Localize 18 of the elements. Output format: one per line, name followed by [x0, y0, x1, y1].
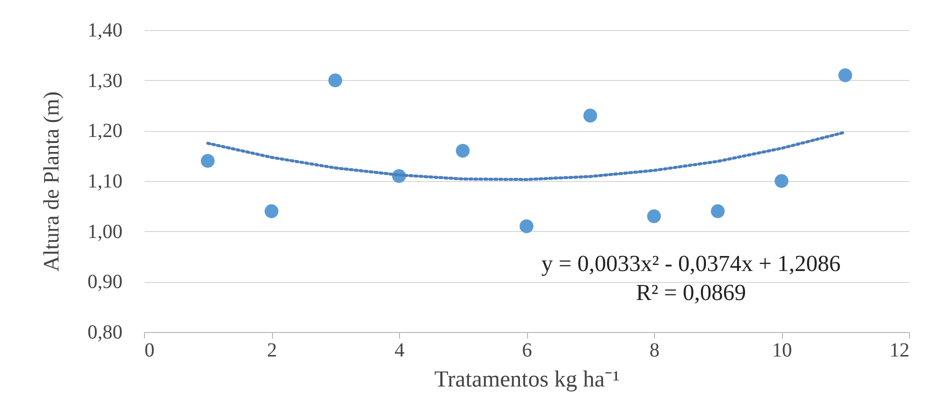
x-tick-label: 2 — [267, 340, 277, 362]
x-tick-label: 8 — [650, 340, 660, 362]
y-tick-label: 0,80 — [88, 322, 122, 344]
y-tick-label: 1,20 — [88, 120, 122, 142]
x-tick-label: 10 — [772, 340, 792, 362]
y-tick-label: 1,30 — [88, 70, 122, 92]
y-tick-label: 0,90 — [88, 271, 122, 294]
x-tick-label: 4 — [394, 340, 404, 362]
annotation: y = 0,0033x² - 0,0374x + 1,2086 — [541, 251, 841, 276]
x-axis-title: Tratamentos kg ha⁻¹ — [434, 366, 620, 392]
y-axis-title: Altura de Planta (m) — [38, 91, 64, 272]
x-tick-label: 0 — [144, 340, 154, 362]
y-tick-label: 1,10 — [88, 170, 122, 192]
annotation: R² = 0,0869 — [636, 280, 746, 306]
y-tick-label: 1,40 — [88, 20, 122, 42]
x-tick-label: 6 — [522, 340, 532, 362]
y-tick-label: 1,00 — [88, 220, 122, 243]
x-tick-label: 12 — [890, 340, 910, 362]
